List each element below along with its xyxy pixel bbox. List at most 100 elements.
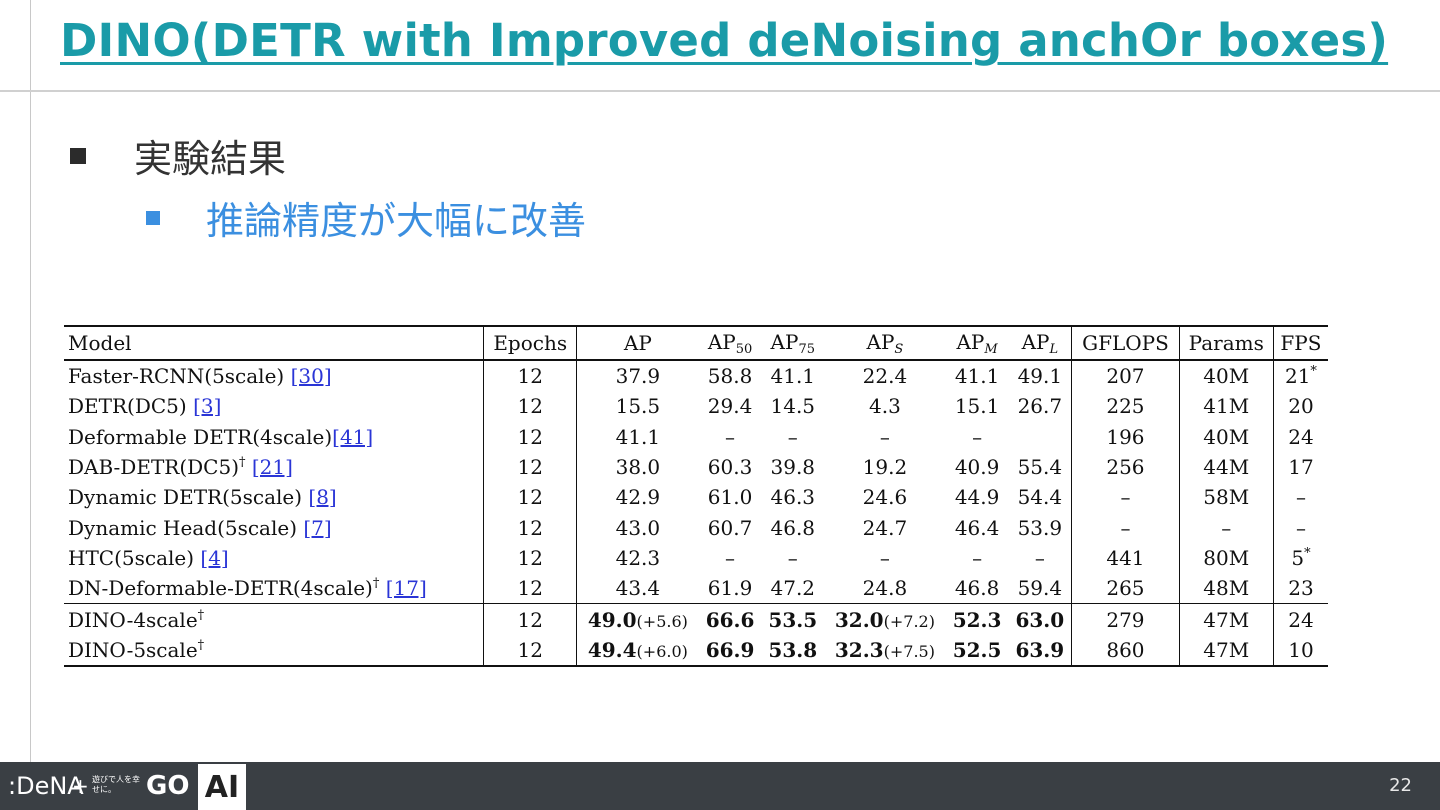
fps-asterisk: * bbox=[1304, 545, 1311, 561]
fps-value: – bbox=[1295, 485, 1306, 510]
results-table: Model Epochs AP AP50 AP75 APS APM APL GF… bbox=[64, 325, 1328, 667]
citation-link[interactable]: [41] bbox=[332, 424, 374, 449]
citation-link[interactable]: [21] bbox=[251, 455, 293, 480]
cell-ap75: – bbox=[787, 545, 798, 570]
left-guide-line bbox=[30, 0, 31, 762]
bullet-level1: 実験結果 bbox=[70, 128, 286, 183]
header-model: Model bbox=[64, 326, 485, 361]
cell-fps: 17 bbox=[1273, 452, 1328, 482]
citation-link[interactable]: [17] bbox=[385, 576, 427, 601]
cell-aps: 24.8 bbox=[862, 576, 908, 601]
citation-link[interactable]: [8] bbox=[308, 485, 337, 510]
cell-ap75: 47.2 bbox=[770, 576, 816, 601]
logo-plus: + bbox=[72, 774, 89, 798]
page-number: 22 bbox=[1389, 775, 1412, 796]
model-name: HTC(5scale) bbox=[68, 545, 201, 570]
slide-title: DINO(DETR with Improved deNoising anchOr… bbox=[60, 14, 1389, 67]
cell-apl: 59.4 bbox=[1008, 573, 1073, 604]
dagger-mark: † bbox=[239, 455, 246, 471]
cell-model: Dynamic DETR(5scale) [8] bbox=[64, 482, 485, 513]
cell-model: DINO-5scale† bbox=[64, 634, 485, 666]
table-row: DN-Deformable-DETR(4scale)† [17] 12 43.4 61… bbox=[64, 573, 1328, 604]
cell-model: Deformable DETR(4scale)[41] bbox=[64, 421, 485, 452]
cell-params: 47M bbox=[1179, 634, 1274, 666]
aps-delta: (+7.2) bbox=[883, 611, 935, 631]
cell-params: 40M bbox=[1179, 421, 1274, 452]
cell-epochs: 12 bbox=[483, 421, 578, 452]
cell-fps: – bbox=[1273, 482, 1328, 512]
aps-delta: (+7.5) bbox=[883, 641, 935, 661]
cell-fps: 10 bbox=[1288, 637, 1314, 662]
fps-asterisk: * bbox=[1310, 364, 1317, 380]
cell-ap75: 14.5 bbox=[770, 394, 816, 419]
cell-apm: 46.4 bbox=[954, 515, 1000, 540]
cell-apm: – bbox=[972, 545, 983, 570]
bullet-level2-text: 推論精度が大幅に改善 bbox=[206, 199, 587, 243]
table-row: Deformable DETR(4scale)[41] 12 41.1– – – –196… bbox=[64, 421, 1328, 452]
cell-epochs: 12 bbox=[483, 573, 578, 604]
cell-ap: 42.3 bbox=[615, 545, 661, 570]
header-fps: FPS bbox=[1273, 326, 1328, 361]
header-apl: APL bbox=[1008, 326, 1073, 361]
cell-fps: 20 bbox=[1273, 391, 1328, 421]
cell-ap50: 61.9 bbox=[707, 576, 753, 601]
apm-value: 52.3 bbox=[952, 607, 1002, 632]
model-name: DINO-4scale bbox=[68, 607, 198, 632]
cell-apm: 15.1 bbox=[954, 394, 1000, 419]
model-name: Faster-RCNN(5scale) bbox=[68, 364, 291, 389]
cell-gflops: 256 bbox=[1071, 451, 1180, 483]
fps-value: 21 bbox=[1284, 364, 1311, 389]
cell-aps: 24.7 bbox=[862, 515, 908, 540]
cell-epochs: 12 bbox=[483, 542, 578, 574]
cell-aps: 19.2 bbox=[862, 455, 908, 480]
apl-value: 63.0 bbox=[1015, 607, 1065, 632]
apl-value: 63.9 bbox=[1015, 637, 1065, 662]
cell-ap75: 39.8 bbox=[770, 455, 816, 480]
cell-epochs: 12 bbox=[483, 603, 578, 635]
cell-apm: – bbox=[972, 424, 983, 449]
cell-gflops: 207 bbox=[1071, 360, 1180, 392]
citation-link[interactable]: [4] bbox=[200, 545, 229, 570]
table-row: Dynamic Head(5scale) [7] 12 43.0 60.7 46.8 24… bbox=[64, 512, 1328, 543]
cell-apl: 54.4 bbox=[1008, 482, 1073, 513]
model-name: Dynamic Head(5scale) bbox=[68, 515, 304, 540]
ap-value: 49.4 bbox=[587, 637, 637, 662]
citation-link[interactable]: [30] bbox=[290, 364, 332, 389]
ap50-value: 66.9 bbox=[705, 637, 755, 662]
cell-model: DAB-DETR(DC5)† [21] bbox=[64, 451, 485, 483]
cell-gflops: 279 bbox=[1071, 603, 1180, 635]
header-ap: AP bbox=[576, 326, 699, 361]
cell-ap75: 46.8 bbox=[770, 515, 816, 540]
cell-ap50: – bbox=[725, 545, 736, 570]
cell-ap: 37.9 bbox=[615, 364, 661, 389]
cell-ap50: 66.6 bbox=[698, 603, 762, 635]
cell-ap50: 29.4 bbox=[707, 394, 753, 419]
dagger-mark: † bbox=[197, 637, 205, 653]
cell-fps: 23 bbox=[1273, 573, 1328, 604]
cell-apl: 63.0 bbox=[1008, 603, 1073, 635]
model-name: DETR(DC5) bbox=[68, 394, 194, 419]
cell-apl: – bbox=[1008, 542, 1073, 574]
cell-epochs: 12 bbox=[483, 451, 578, 483]
citation-link[interactable]: [3] bbox=[193, 394, 222, 419]
cell-params: – bbox=[1179, 512, 1274, 543]
cell-params: 40M bbox=[1179, 360, 1274, 392]
cell-epochs: 12 bbox=[483, 634, 578, 666]
header-params: Params bbox=[1179, 326, 1274, 361]
cell-ap: 43.4 bbox=[615, 576, 661, 601]
cell-ap50: 60.3 bbox=[707, 455, 753, 480]
model-name: DAB-DETR(DC5) bbox=[68, 455, 240, 480]
cell-aps: 22.4 bbox=[862, 364, 908, 389]
square-bullet-icon bbox=[70, 147, 86, 164]
cell-apm: 41.1 bbox=[954, 364, 1000, 389]
model-name: DN-Deformable-DETR(4scale) bbox=[68, 576, 373, 601]
citation-link[interactable]: [7] bbox=[303, 515, 332, 540]
cell-ap50: 60.7 bbox=[707, 515, 753, 540]
bullet-level2: 推論精度が大幅に改善 bbox=[146, 190, 586, 245]
ap75-value: 53.8 bbox=[768, 637, 818, 662]
go-logo: GO bbox=[146, 771, 190, 801]
cell-apl: 63.9 bbox=[1008, 634, 1073, 666]
ap-delta: (+6.0) bbox=[636, 641, 688, 661]
cell-model: DETR(DC5) [3] bbox=[64, 391, 485, 422]
cell-epochs: 12 bbox=[483, 391, 578, 422]
